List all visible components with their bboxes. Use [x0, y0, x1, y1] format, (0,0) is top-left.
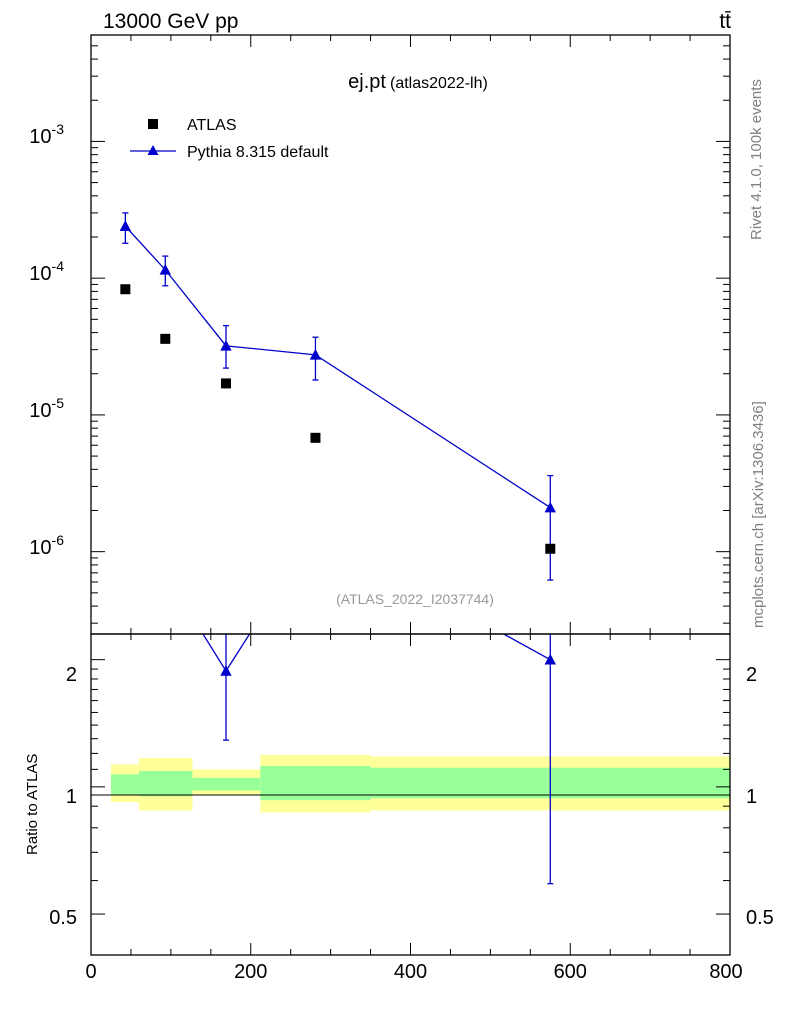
mc-point: [119, 220, 132, 231]
ratio-ytick-1-left: 1: [66, 786, 77, 808]
ratio-frame: [90, 633, 731, 956]
xtick-label-400: 400: [394, 961, 427, 983]
xtick-label-800: 800: [709, 961, 742, 983]
legend-label-pythia: Pythia 8.315 default: [187, 144, 329, 161]
ratio-y-axis-label: Ratio to ATLAS: [24, 754, 41, 855]
ratio-x-tick-labels: 0 200 400 600 800: [85, 961, 742, 983]
ratio-y-tick-labels: 2 1 0.5 2 1 0.5: [49, 664, 774, 929]
ratio-ytick-05-left: 0.5: [49, 907, 77, 929]
ratio-band-inner: [192, 777, 261, 791]
atlas-point: [545, 543, 556, 554]
energy-label: 13000 GeV pp: [103, 10, 238, 33]
analysis-watermark: (ATLAS_2022_I2037744): [336, 591, 494, 607]
mc-point: [220, 339, 232, 351]
ratio-band-inner: [260, 766, 371, 801]
ratio-ytick-1-right: 1: [746, 786, 757, 808]
plot-title: ej.pt (atlas2022-lh): [348, 71, 488, 93]
mc-line: [124, 225, 551, 509]
main-x-ticks: [90, 35, 731, 634]
process-label: tt̄: [719, 10, 731, 33]
mc-point: [544, 501, 556, 513]
legend-marker-pythia: [147, 145, 159, 155]
legend: ATLAS Pythia 8.315 default: [130, 117, 329, 161]
ytick-label-1e-4: 10-4: [29, 258, 64, 285]
main-y-tick-labels: 10-3 10-4 10-5 10-6: [29, 121, 64, 559]
xtick-label-200: 200: [234, 961, 267, 983]
atlas-point: [120, 284, 131, 295]
xtick-label-600: 600: [554, 961, 587, 983]
mc-point: [309, 348, 322, 360]
xtick-label-0: 0: [85, 961, 96, 983]
atlas-point: [310, 432, 321, 443]
ytick-label-1e-6: 10-6: [29, 532, 64, 559]
main-panel: 10-3 10-4 10-5 10-6 ej.pt (atlas2022-lh) …: [29, 34, 731, 635]
atlas-point: [160, 333, 171, 344]
mc-point: [159, 263, 171, 275]
ytick-label-1e-5: 10-5: [29, 395, 64, 422]
ratio-mc-point: [544, 653, 556, 665]
rivet-label: Rivet 4.1.0, 100k events: [748, 79, 765, 240]
ratio-band-inner: [138, 771, 193, 797]
main-y-ticks: [91, 34, 730, 624]
ratio-band-inner: [110, 774, 139, 795]
ratio-ytick-2-left: 2: [66, 664, 77, 686]
mcplots-label: mcplots.cern.ch [arXiv:1306.3436]: [750, 401, 767, 628]
ratio-data: [202, 634, 556, 885]
legend-marker-atlas: [148, 119, 158, 129]
main-data: [119, 212, 556, 581]
atlas-point: [220, 378, 231, 389]
ratio-bands: [110, 754, 730, 813]
ratio-mc-point: [220, 665, 232, 676]
ytick-label-1e-3: 10-3: [29, 121, 64, 148]
ratio-panel: 2 1 0.5 2 1 0.5 0 200 400 600 800 Ratio …: [24, 633, 774, 983]
legend-label-atlas: ATLAS: [187, 117, 237, 134]
ratio-ytick-05-right: 0.5: [746, 907, 774, 929]
ratio-ytick-2-right: 2: [746, 664, 757, 686]
